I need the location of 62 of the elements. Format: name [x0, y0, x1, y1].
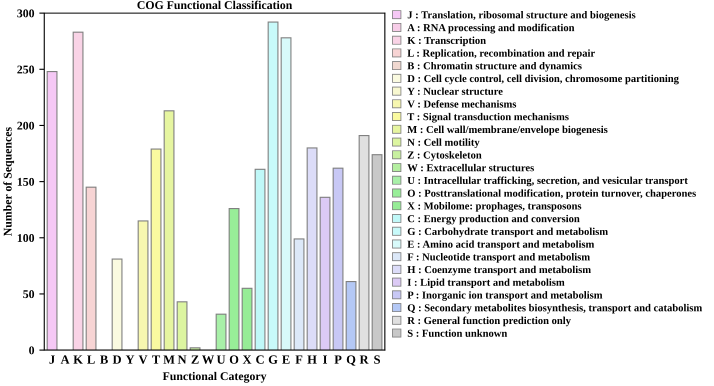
x-tick-label: H: [307, 355, 317, 364]
x-tick-label: M: [163, 355, 175, 364]
x-tick-label: N: [178, 355, 186, 364]
x-tick-label: R: [360, 355, 369, 364]
legend-label: A : RNA processing and modification: [407, 24, 574, 34]
x-tick-label: P: [334, 355, 342, 364]
legend-label: S : Function unknown: [408, 329, 508, 337]
x-tick-label: B: [100, 355, 108, 364]
legend-label: R : General function prediction only: [407, 316, 571, 326]
x-tick-label: V: [138, 355, 148, 364]
y-tick-label: 250: [17, 66, 34, 74]
legend-label: M : Cell wall/membrane/envelope biogenesis: [407, 126, 608, 136]
x-tick-label: F: [295, 355, 302, 364]
x-tick-label: A: [60, 355, 70, 364]
x-tick-label: X: [242, 355, 252, 364]
y-tick-label: 50: [23, 290, 34, 298]
legend-label: O : Posttranslational modification, protein turnover, chaperones: [408, 189, 696, 199]
legend-label: H : Coenzyme transport and metabolism: [407, 266, 591, 276]
legend-label: G : Carbohydrate transport and metabolism: [408, 228, 608, 238]
x-tick-label: Z: [191, 355, 199, 364]
y-tick-label: 100: [18, 234, 34, 242]
legend-label: V : Defense mechanisms: [407, 100, 516, 108]
legend-label: I : Lipid transport and metabolism: [408, 278, 565, 288]
x-tick-label: Y: [126, 355, 134, 364]
x-tick-label: W: [202, 355, 214, 364]
x-tick-label: L: [87, 355, 95, 364]
legend-label: Z : Cytoskeleton: [408, 151, 482, 161]
x-tick-label: C: [256, 355, 264, 364]
x-tick-label: J: [49, 355, 55, 364]
y-tick-label: 150: [18, 178, 34, 186]
legend-label: P : Inorganic ion transport and metabolism: [407, 291, 602, 301]
legend-label: B : Chromatin structure and dynamics: [407, 62, 582, 72]
y-tick-label: 300: [17, 9, 34, 18]
x-tick-label: E: [282, 355, 290, 364]
legend-label: T : Signal transduction mechanisms: [407, 112, 569, 123]
legend-label: W : Extracellular structures: [407, 164, 534, 172]
y-axis-title: Number of Sequences: [3, 127, 14, 236]
legend-label: K : Transcription: [407, 36, 486, 46]
legend-label: F : Nucleotide transport and metabolism: [407, 253, 590, 263]
x-tick-label: O: [230, 355, 238, 364]
x-tick-label: G: [268, 355, 278, 364]
x-axis-title: Functional Category: [162, 372, 266, 383]
legend-label: Y : Nuclear structure: [407, 87, 503, 95]
legend-label: E : Amino acid transport and metabolism: [407, 240, 594, 250]
x-tick-label: U: [216, 355, 226, 364]
legend-label: C : Energy production and conversion: [408, 214, 580, 224]
legend-label: D : Cell cycle control, cell division, chromosome partitioning: [407, 74, 679, 84]
x-tick-label: S: [374, 355, 380, 364]
legend-label: L : Replication, recombination and repair: [407, 49, 595, 59]
legend-label: N : Cell motility: [407, 138, 480, 148]
legend-label: Q : Secondary metabolites biosynthesis, transport and catabolism: [408, 304, 702, 314]
x-tick-label: T: [152, 355, 160, 364]
legend-label: X : Mobilome: prophages, transposons: [407, 202, 582, 212]
y-tick-label: 0: [29, 346, 34, 354]
x-tick-label: D: [112, 355, 121, 364]
x-tick-label: I: [323, 355, 328, 364]
x-tick-label: K: [73, 355, 83, 364]
y-tick-label: 200: [17, 122, 34, 130]
legend-label: J : Translation, ribosomal structure and biogenesis: [408, 10, 636, 21]
chart-title: COG Functional Classification: [137, 0, 292, 10]
x-tick-label: Q: [346, 355, 356, 366]
legend-label: U : Intracellular trafficking, secretion, and vesicular transport: [408, 176, 688, 186]
